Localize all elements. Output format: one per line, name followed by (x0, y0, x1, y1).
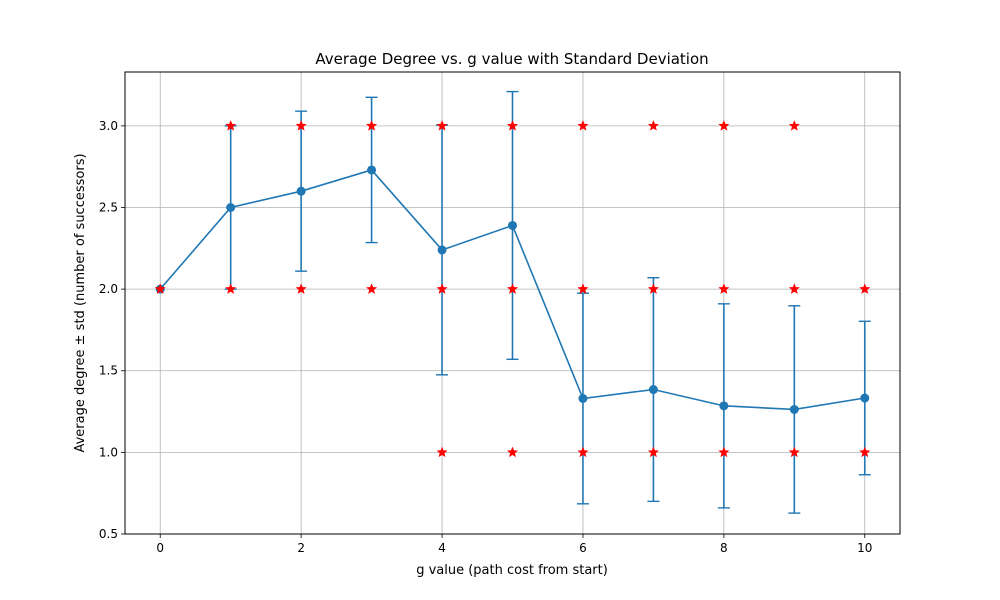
star-marker (154, 283, 166, 294)
star-marker (506, 120, 519, 131)
star-marker (577, 283, 589, 294)
data-point (648, 385, 658, 395)
star-marker (788, 120, 800, 131)
star-marker (436, 120, 448, 131)
star-marker (366, 283, 378, 294)
star-marker (859, 283, 871, 294)
data-point (719, 401, 729, 411)
star-marker (647, 283, 659, 294)
data-point (789, 404, 799, 414)
star-marker (788, 446, 800, 458)
plot-area: 0 2 4 6 8 10 0.5 1.0 1.5 2.0 2.5 3.0 (99, 71, 901, 555)
star-marker (859, 446, 871, 458)
data-point (578, 394, 588, 404)
star-marker (436, 446, 448, 458)
x-tick-label: 0 (156, 541, 164, 555)
star-marker (506, 446, 519, 458)
x-tick-label: 4 (438, 541, 446, 555)
y-tick-label: 3.0 (99, 119, 118, 133)
axes-frame (124, 71, 901, 535)
x-tick-label: 2 (297, 541, 305, 555)
data-point (296, 186, 306, 196)
star-marker (577, 120, 589, 131)
y-tick-label: 1.0 (99, 445, 118, 459)
star-marker (718, 446, 730, 458)
star-marker (436, 283, 448, 294)
data-point (508, 220, 517, 230)
y-tick-label: 1.5 (99, 364, 118, 378)
star-marker (295, 120, 307, 131)
y-axis-label: Average degree ± std (number of successo… (73, 153, 88, 452)
y-tick-label: 0.5 (99, 527, 118, 541)
star-marker (366, 120, 378, 131)
x-tick-label: 8 (720, 541, 728, 555)
x-tick-label: 10 (857, 541, 872, 555)
star-marker (718, 283, 730, 294)
data-point (437, 245, 447, 255)
star-marker (647, 120, 659, 131)
chart-title: Average Degree vs. g value with Standard… (315, 50, 708, 68)
data-point (860, 393, 870, 403)
star-marker (225, 120, 237, 131)
x-axis-label: g value (path cost from start) (416, 563, 608, 578)
star-marker (225, 283, 237, 294)
star-marker (788, 283, 800, 294)
star-marker (718, 120, 730, 131)
star-marker (577, 446, 589, 458)
star-marker (295, 283, 307, 294)
star-marker (506, 283, 519, 294)
y-tick-label: 2.5 (99, 200, 118, 214)
data-point (367, 165, 377, 175)
star-marker (647, 446, 659, 458)
y-tick-label: 2.0 (99, 282, 118, 296)
data-point (226, 202, 236, 212)
x-tick-label: 6 (579, 541, 587, 555)
